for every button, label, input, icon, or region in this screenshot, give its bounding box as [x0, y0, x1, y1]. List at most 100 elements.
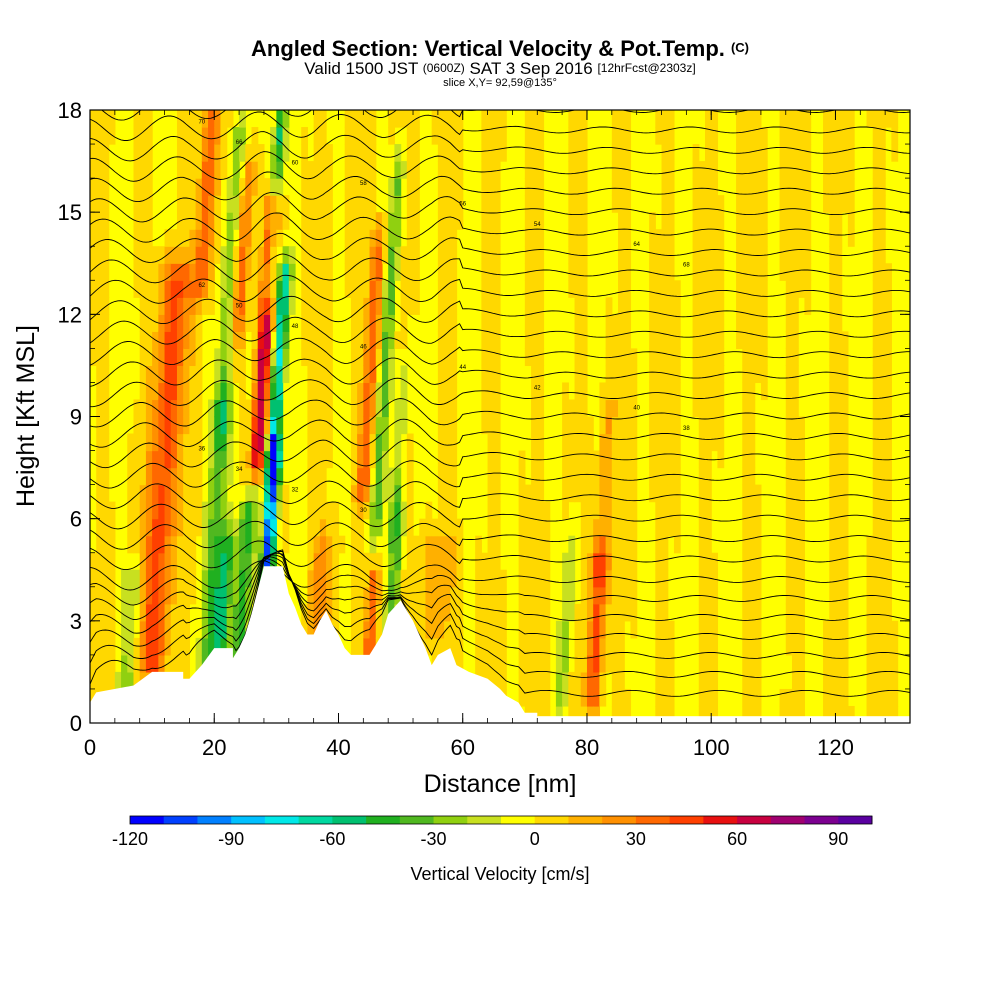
velocity-cell [96, 620, 104, 639]
velocity-cell [183, 161, 190, 179]
velocity-cell [450, 586, 458, 605]
velocity-cell [357, 229, 364, 247]
colorbar-swatch [298, 816, 333, 824]
velocity-cell [742, 586, 750, 605]
velocity-cell [829, 637, 837, 656]
velocity-cell [437, 552, 445, 571]
x-tick-label: 120 [817, 735, 854, 760]
velocity-cell [319, 569, 327, 588]
velocity-cell [487, 586, 495, 605]
velocity-cell [531, 569, 538, 588]
velocity-cell [350, 178, 358, 196]
velocity-cell [301, 263, 309, 281]
contour-label: 60 [292, 160, 299, 166]
velocity-cell [760, 348, 768, 367]
velocity-cell [239, 263, 246, 281]
velocity-cell [108, 552, 116, 571]
velocity-cell [605, 314, 613, 332]
velocity-cell [692, 263, 700, 281]
velocity-cell [574, 671, 582, 690]
velocity-cell [754, 178, 762, 196]
velocity-cell [580, 433, 588, 452]
velocity-cell [127, 654, 135, 673]
velocity-cell [847, 229, 855, 247]
velocity-cell [866, 569, 874, 588]
velocity-cell [748, 433, 756, 452]
velocity-cell [624, 144, 632, 162]
velocity-cell [270, 263, 277, 281]
velocity-cell [363, 178, 371, 196]
velocity-cell [251, 144, 259, 162]
velocity-cell [568, 280, 576, 298]
velocity-cell [444, 314, 451, 332]
velocity-cell [444, 501, 451, 520]
velocity-cell [152, 620, 159, 639]
velocity-cell [487, 314, 495, 332]
velocity-cell [742, 331, 750, 349]
velocity-cell [437, 620, 445, 639]
velocity-cell [220, 280, 228, 298]
velocity-cell [661, 161, 669, 179]
velocity-cell [357, 246, 364, 264]
velocity-cell [239, 552, 246, 571]
contour-label: 40 [633, 406, 640, 412]
velocity-cell [170, 484, 178, 503]
velocity-cell [531, 229, 538, 247]
velocity-cell [624, 246, 632, 264]
velocity-cell [102, 127, 110, 145]
velocity-cell [437, 195, 445, 213]
velocity-cell [170, 382, 178, 401]
velocity-cell [152, 586, 159, 605]
velocity-cell [208, 212, 215, 230]
velocity-cell [754, 331, 762, 349]
velocity-cell [425, 620, 433, 639]
velocity-cell [655, 365, 663, 384]
velocity-cell [705, 297, 712, 315]
velocity-cell [313, 365, 321, 384]
velocity-cell [618, 518, 625, 537]
velocity-cell [481, 331, 489, 349]
velocity-cell [580, 195, 588, 213]
velocity-cell [673, 331, 681, 349]
velocity-cell [798, 110, 805, 128]
velocity-cell [804, 246, 812, 264]
velocity-cell [599, 671, 607, 690]
velocity-cell [263, 178, 271, 196]
velocity-cell [220, 314, 228, 332]
velocity-cell [437, 246, 445, 264]
velocity-cell [661, 654, 669, 673]
velocity-cell [580, 314, 588, 332]
colorbar-swatch [197, 816, 232, 824]
velocity-cell [139, 637, 147, 656]
velocity-cell [158, 569, 166, 588]
velocity-cell [791, 178, 799, 196]
velocity-cell [326, 246, 333, 264]
velocity-cell [301, 178, 309, 196]
velocity-cell [872, 535, 880, 554]
velocity-cell [456, 518, 464, 537]
velocity-cell [220, 501, 228, 520]
velocity-cell [618, 382, 625, 401]
velocity-cell [214, 484, 222, 503]
velocity-cell [145, 433, 153, 452]
velocity-cell [357, 535, 364, 554]
velocity-cell [164, 229, 172, 247]
velocity-cell [791, 416, 799, 435]
velocity-cell [282, 263, 290, 281]
velocity-cell [655, 552, 663, 571]
velocity-cell [326, 297, 333, 315]
velocity-cell [270, 382, 277, 401]
velocity-cell [369, 161, 377, 179]
velocity-cell [580, 637, 588, 656]
velocity-cell [673, 280, 681, 298]
velocity-cell [220, 433, 228, 452]
velocity-cell [754, 705, 762, 723]
velocity-cell [164, 569, 172, 588]
velocity-cell [878, 705, 886, 723]
velocity-cell [885, 297, 892, 315]
velocity-cell [158, 246, 166, 264]
velocity-cell [208, 603, 215, 622]
velocity-cell [748, 484, 756, 503]
velocity-cell [537, 399, 545, 418]
velocity-cell [406, 195, 414, 213]
